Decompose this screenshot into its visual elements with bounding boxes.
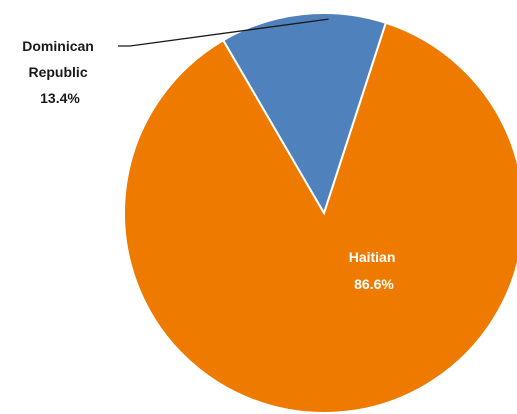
dominican-republic-leader-line [118,18,329,47]
haitian-label-name: Haitian [349,249,396,265]
haitian-label: Haitian 86.6% [349,249,400,292]
dominican-republic-label-line-1: Dominican [22,38,94,54]
pie-slices [123,12,517,414]
dominican-republic-label: Dominican Republic 13.4% [22,38,97,106]
pie-labels: Haitian 86.6% Dominican Republic 13.4% [22,38,400,292]
dominican-republic-slice [221,12,388,216]
dominican-republic-label-value: 13.4% [40,90,80,106]
haitian-label-value: 86.6% [354,276,394,292]
dominican-republic-label-line-2: Republic [28,64,87,80]
haitian-slice [123,21,517,414]
